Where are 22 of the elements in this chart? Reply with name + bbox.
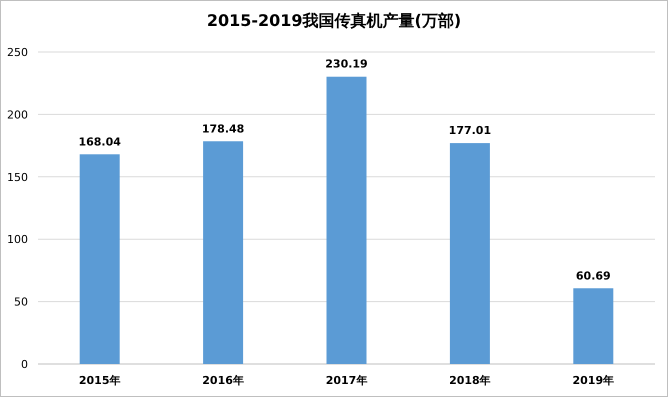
bar	[326, 76, 366, 364]
y-tick-label: 50	[14, 296, 28, 309]
data-label: 177.01	[448, 124, 492, 138]
y-tick-label: 100	[7, 233, 28, 246]
x-tick-label: 2017年	[326, 374, 368, 387]
y-tick-label: 150	[7, 170, 28, 184]
y-tick-label: 200	[7, 108, 28, 122]
bar	[80, 154, 120, 364]
x-tick-label: 2016年	[202, 374, 244, 387]
chart-title: 2015-2019我国传真机产量(万部)	[206, 11, 462, 30]
bar	[450, 143, 490, 364]
data-label: 60.69	[576, 269, 611, 282]
data-label: 178.48	[202, 122, 244, 136]
x-tick-label: 2015年	[78, 374, 121, 387]
y-tick-label: 250	[7, 46, 28, 59]
data-label: 230.19	[325, 58, 368, 71]
data-label: 168.04	[78, 135, 122, 148]
bar	[203, 141, 244, 364]
y-tick-label: 0	[21, 358, 28, 371]
x-tick-label: 2019年	[572, 374, 614, 387]
x-tick-label: 2018年	[449, 374, 491, 387]
bar	[573, 288, 614, 364]
